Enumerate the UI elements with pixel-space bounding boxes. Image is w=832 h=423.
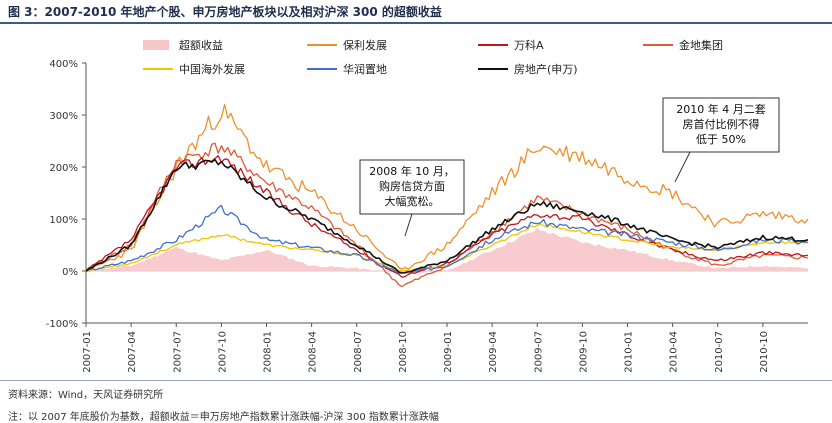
x-tick-label: 2007-01: [82, 331, 93, 373]
excess-return-chart: -100% 0% 100% 200% 300% 400% 2007-01 2007-04 200…: [0, 24, 832, 380]
axis-layer: -100% 0% 100% 200% 300% 400% 2007-01 2007-04 200…: [46, 59, 770, 373]
source-rule: [0, 380, 832, 381]
y-tick-label: -100%: [46, 319, 78, 330]
legend-label-cr_land: 华润置地: [343, 62, 387, 76]
x-tick-label: 2008-07: [353, 331, 364, 373]
legend-label-vanke: 万科A: [514, 38, 544, 52]
x-tick-label: 2007-07: [172, 331, 183, 373]
note-text: 注：以 2007 年底股价为基数，超额收益＝申万房地产指数累计涨跌幅-沪深 30…: [8, 408, 439, 423]
annotation-text: 房首付比例不得: [683, 117, 760, 131]
annotation-text: 购房信贷方面: [379, 179, 445, 193]
legend-label-poly: 保利发展: [343, 38, 387, 52]
annotation-text: 大幅宽松。: [385, 194, 440, 208]
annotation-text: 2010 年 4 月二套: [676, 102, 765, 116]
annotation-text: 低于 50%: [696, 133, 746, 146]
x-tick-label: 2008-01: [263, 331, 274, 373]
figure-title: 图 3：2007-2010 年地产个股、申万房地产板块以及相对沪深 300 的超…: [8, 3, 442, 20]
x-tick-label: 2009-04: [488, 331, 499, 373]
legend-label-excess: 超额收益: [179, 38, 223, 52]
series-area-excess: [86, 228, 808, 274]
legend-label-sw_re: 房地产(申万): [514, 62, 578, 76]
x-tick-label: 2008-10: [398, 331, 409, 373]
x-tick-label: 2008-04: [308, 331, 319, 373]
legend-label-gemdale: 金地集团: [679, 38, 723, 52]
legend-swatch-excess: [143, 40, 169, 50]
y-tick-label: 100%: [49, 215, 78, 226]
y-tick-label: 0%: [62, 267, 78, 278]
x-tick-label: 2010-04: [669, 331, 680, 373]
x-tick-label: 2010-07: [714, 331, 725, 373]
x-tick-label: 2009-10: [578, 331, 589, 373]
annotation-pointer: [405, 214, 412, 236]
annotation-text: 2008 年 10 月，: [369, 164, 454, 178]
y-tick-label: 400%: [49, 59, 78, 70]
y-tick-label: 300%: [49, 111, 78, 122]
x-tick-label: 2010-01: [624, 331, 635, 373]
x-tick-label: 2007-10: [217, 331, 228, 373]
legend-label-coli: 中国海外发展: [179, 62, 245, 76]
x-tick-label: 2010-10: [759, 331, 770, 373]
y-tick-label: 200%: [49, 163, 78, 174]
x-tick-label: 2007-04: [127, 331, 138, 373]
source-text: 资料来源：Wind，天风证券研究所: [8, 386, 163, 401]
annotation-pointer: [675, 152, 690, 182]
x-tick-label: 2009-07: [533, 331, 544, 373]
x-tick-label: 2009-01: [443, 331, 454, 373]
